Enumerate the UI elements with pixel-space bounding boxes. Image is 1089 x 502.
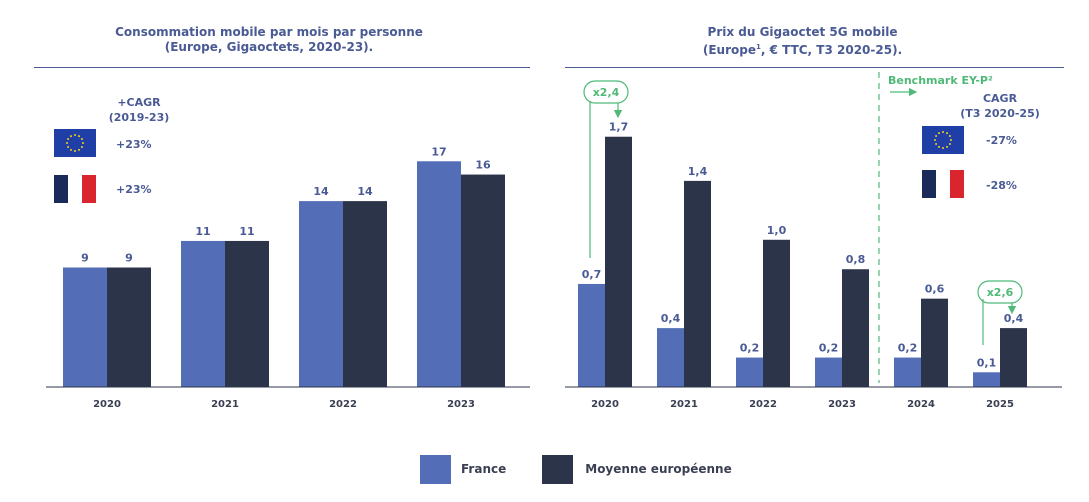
left-cagr-eu-value: +23% [116,138,152,151]
data-label-europe-2022: 14 [357,185,373,198]
data-label-europe-2021: 11 [239,225,254,238]
right-subtitle-footnote: 1 [755,43,761,51]
x-tick-2021: 2021 [211,399,239,410]
legend-swatch-france [420,454,451,484]
legend-label-europe: Moyenne européenne [585,462,732,476]
bar-france-2024 [894,357,921,387]
right-chart-subtitle: (Europe1, € TTC, T3 2020-25). [565,40,1040,58]
right-cagr-header-1: CAGR [983,92,1018,105]
fr-flag-icon [54,175,96,203]
right-title-rule [565,67,1064,68]
fr-flag-icon [922,170,964,198]
bar-france-2022 [299,201,343,387]
data-label-france-2021: 0,4 [661,312,681,325]
left-chart-title: Consommation mobile par mois par personn… [115,25,423,39]
right-cagr-fr-value: -28% [986,179,1017,192]
bar-france-2021 [181,240,225,387]
data-label-france-2021: 11 [195,225,210,238]
data-label-europe-2021: 1,4 [688,165,708,178]
data-label-europe-2024: 0,6 [925,283,945,296]
x-tick-2025: 2025 [986,399,1014,410]
bar-europe-2020 [107,267,151,387]
legend-item-europe: Moyenne européenne [542,454,732,484]
left-chart-title-block: Consommation mobile par mois par personn… [34,25,504,55]
data-label-france-2022: 14 [313,185,329,198]
data-label-europe-2023: 16 [475,159,491,172]
right-x-tick-labels: 2020 2021 2022 2023 2024 2025 [591,399,1014,410]
bar-france-2025 [973,372,1000,387]
data-label-france-2022: 0,2 [740,342,760,355]
ratio-2020-label: x2,4 [593,86,620,99]
data-label-france-2020: 9 [81,252,89,265]
right-chart-title: Prix du Gigaoctet 5G mobile [707,25,898,39]
legend: France Moyenne européenne [420,454,732,484]
x-tick-2020: 2020 [591,399,619,410]
legend-swatch-europe [542,454,574,484]
left-cagr-fr-value: +23% [116,183,152,196]
left-cagr-header-1: +CAGR [117,96,161,109]
bar-europe-2022 [343,201,387,387]
bar-europe-2023 [842,269,869,387]
data-label-france-2023: 0,2 [819,342,839,355]
data-label-europe-2025: 0,4 [1004,312,1024,325]
bar-france-2022 [736,357,763,387]
legend-item-france: France [420,454,507,484]
bar-europe-2024 [921,298,948,387]
ratio-2020-annotation: x2,4 [583,80,629,258]
bar-europe-2023 [461,174,505,387]
data-label-europe-2022: 1,0 [767,224,787,237]
x-tick-2021: 2021 [670,399,698,410]
left-chart: 9 9 11 11 14 14 17 16 [63,145,505,387]
left-title-rule [34,67,530,68]
right-cagr-header-2: (T3 2020-25) [960,107,1040,120]
data-label-france-2023: 17 [431,145,446,158]
bar-france-2023 [417,161,461,387]
x-tick-2023: 2023 [828,399,856,410]
bar-europe-2020 [605,136,632,387]
left-chart-subtitle: (Europe, Gigaoctets, 2020-23). [164,40,374,54]
right-cagr-eu-value: -27% [986,134,1017,147]
x-tick-2020: 2020 [93,399,121,410]
x-tick-2022: 2022 [749,399,777,410]
ratio-2025-annotation: x2,6 [977,280,1023,345]
right-chart: 0,7 1,7 0,4 1,4 0,2 1,0 0,2 0,8 0,2 0,6 0,1 0,4 [578,121,1027,387]
bar-europe-2021 [684,180,711,387]
data-label-france-2025: 0,1 [977,356,997,369]
eu-flag-icon [922,126,964,154]
bar-europe-2022 [763,239,790,387]
data-label-france-2024: 0,2 [898,342,918,355]
right-subtitle-part1: (Europe [702,43,756,57]
right-subtitle-part2: , € TTC, T3 2020-25). [760,43,903,57]
benchmark-label: Benchmark EY-P² [888,74,993,87]
x-tick-2023: 2023 [447,399,475,410]
x-tick-2024: 2024 [907,399,935,410]
bar-france-2021 [657,328,684,387]
ratio-2025-label: x2,6 [987,286,1014,299]
legend-label-france: France [461,462,507,476]
left-x-tick-labels: 2020 2021 2022 2023 [93,399,475,410]
left-cagr-header-2: (2019-23) [109,111,170,124]
bar-france-2023 [815,357,842,387]
bar-france-2020 [63,267,107,387]
data-label-europe-2020: 9 [125,252,133,265]
bar-europe-2025 [1000,328,1027,387]
x-tick-2022: 2022 [329,399,357,410]
data-label-europe-2023: 0,8 [846,253,866,266]
data-label-france-2020: 0,7 [582,268,602,281]
eu-flag-icon [54,129,96,157]
bar-europe-2021 [225,240,269,387]
right-chart-title-block: Prix du Gigaoctet 5G mobile (Europe1, € … [565,25,1040,58]
bar-france-2020 [578,283,605,387]
data-label-europe-2020: 1,7 [609,121,629,134]
